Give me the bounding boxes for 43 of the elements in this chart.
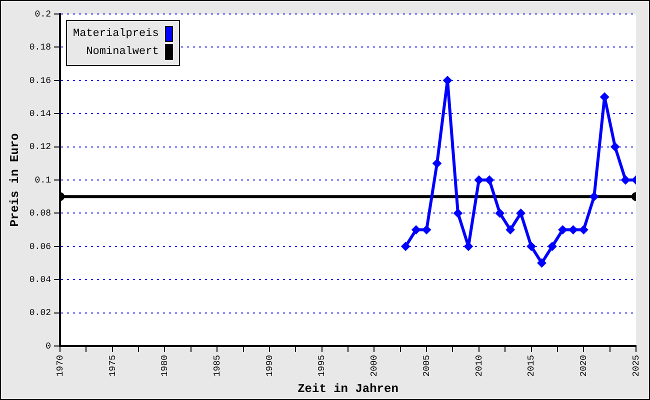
x-tick-label: 1970 [55, 354, 66, 377]
x-tick-label: 2025 [631, 354, 642, 377]
x-tick-label: 2015 [526, 354, 537, 377]
y-tick-label: 0.04 [29, 274, 52, 285]
point [474, 176, 484, 184]
x-tick-label: 1980 [160, 354, 170, 377]
x-tick-label: 2005 [422, 354, 432, 377]
y-tick-label: 0 [46, 341, 52, 352]
y-tick-label: 0.14 [29, 108, 52, 119]
point [590, 192, 599, 202]
y-tick-label: 0.06 [29, 242, 52, 252]
point [401, 242, 410, 251]
legend-label: Materialpreis [73, 28, 159, 40]
y-tick-label: 0.02 [29, 308, 52, 318]
point [422, 225, 432, 234]
point [432, 158, 442, 168]
point [506, 225, 515, 234]
point [526, 242, 536, 251]
x-tick-label: 1995 [317, 354, 328, 377]
y-tick-label: 0.08 [29, 208, 52, 219]
point [600, 92, 610, 102]
y-axis-title: Preis in Euro [8, 133, 22, 227]
y-tick-label: 0.18 [29, 42, 52, 53]
point [548, 242, 557, 251]
point [453, 208, 462, 218]
x-tick-label: 1975 [108, 354, 118, 377]
point [558, 225, 568, 234]
x-tick-label: 2020 [579, 354, 590, 377]
y-tick-label: 0.16 [29, 76, 52, 86]
point [495, 208, 504, 218]
point [579, 225, 588, 234]
point [610, 142, 620, 152]
legend-label: Nominalwert [86, 46, 159, 58]
x-tick-label: 1985 [212, 354, 222, 377]
x-tick-label: 2000 [370, 354, 380, 377]
x-tick-label: 2010 [474, 354, 484, 377]
x-tick-label: 1990 [264, 354, 275, 377]
point [537, 258, 546, 268]
point [516, 208, 526, 218]
y-tick-label: 0.1 [34, 175, 52, 186]
y-tick-label: 0.12 [29, 142, 52, 152]
x-axis-title: Zeit in Jahren [298, 382, 398, 396]
y-tick-label: 0.2 [34, 9, 52, 20]
